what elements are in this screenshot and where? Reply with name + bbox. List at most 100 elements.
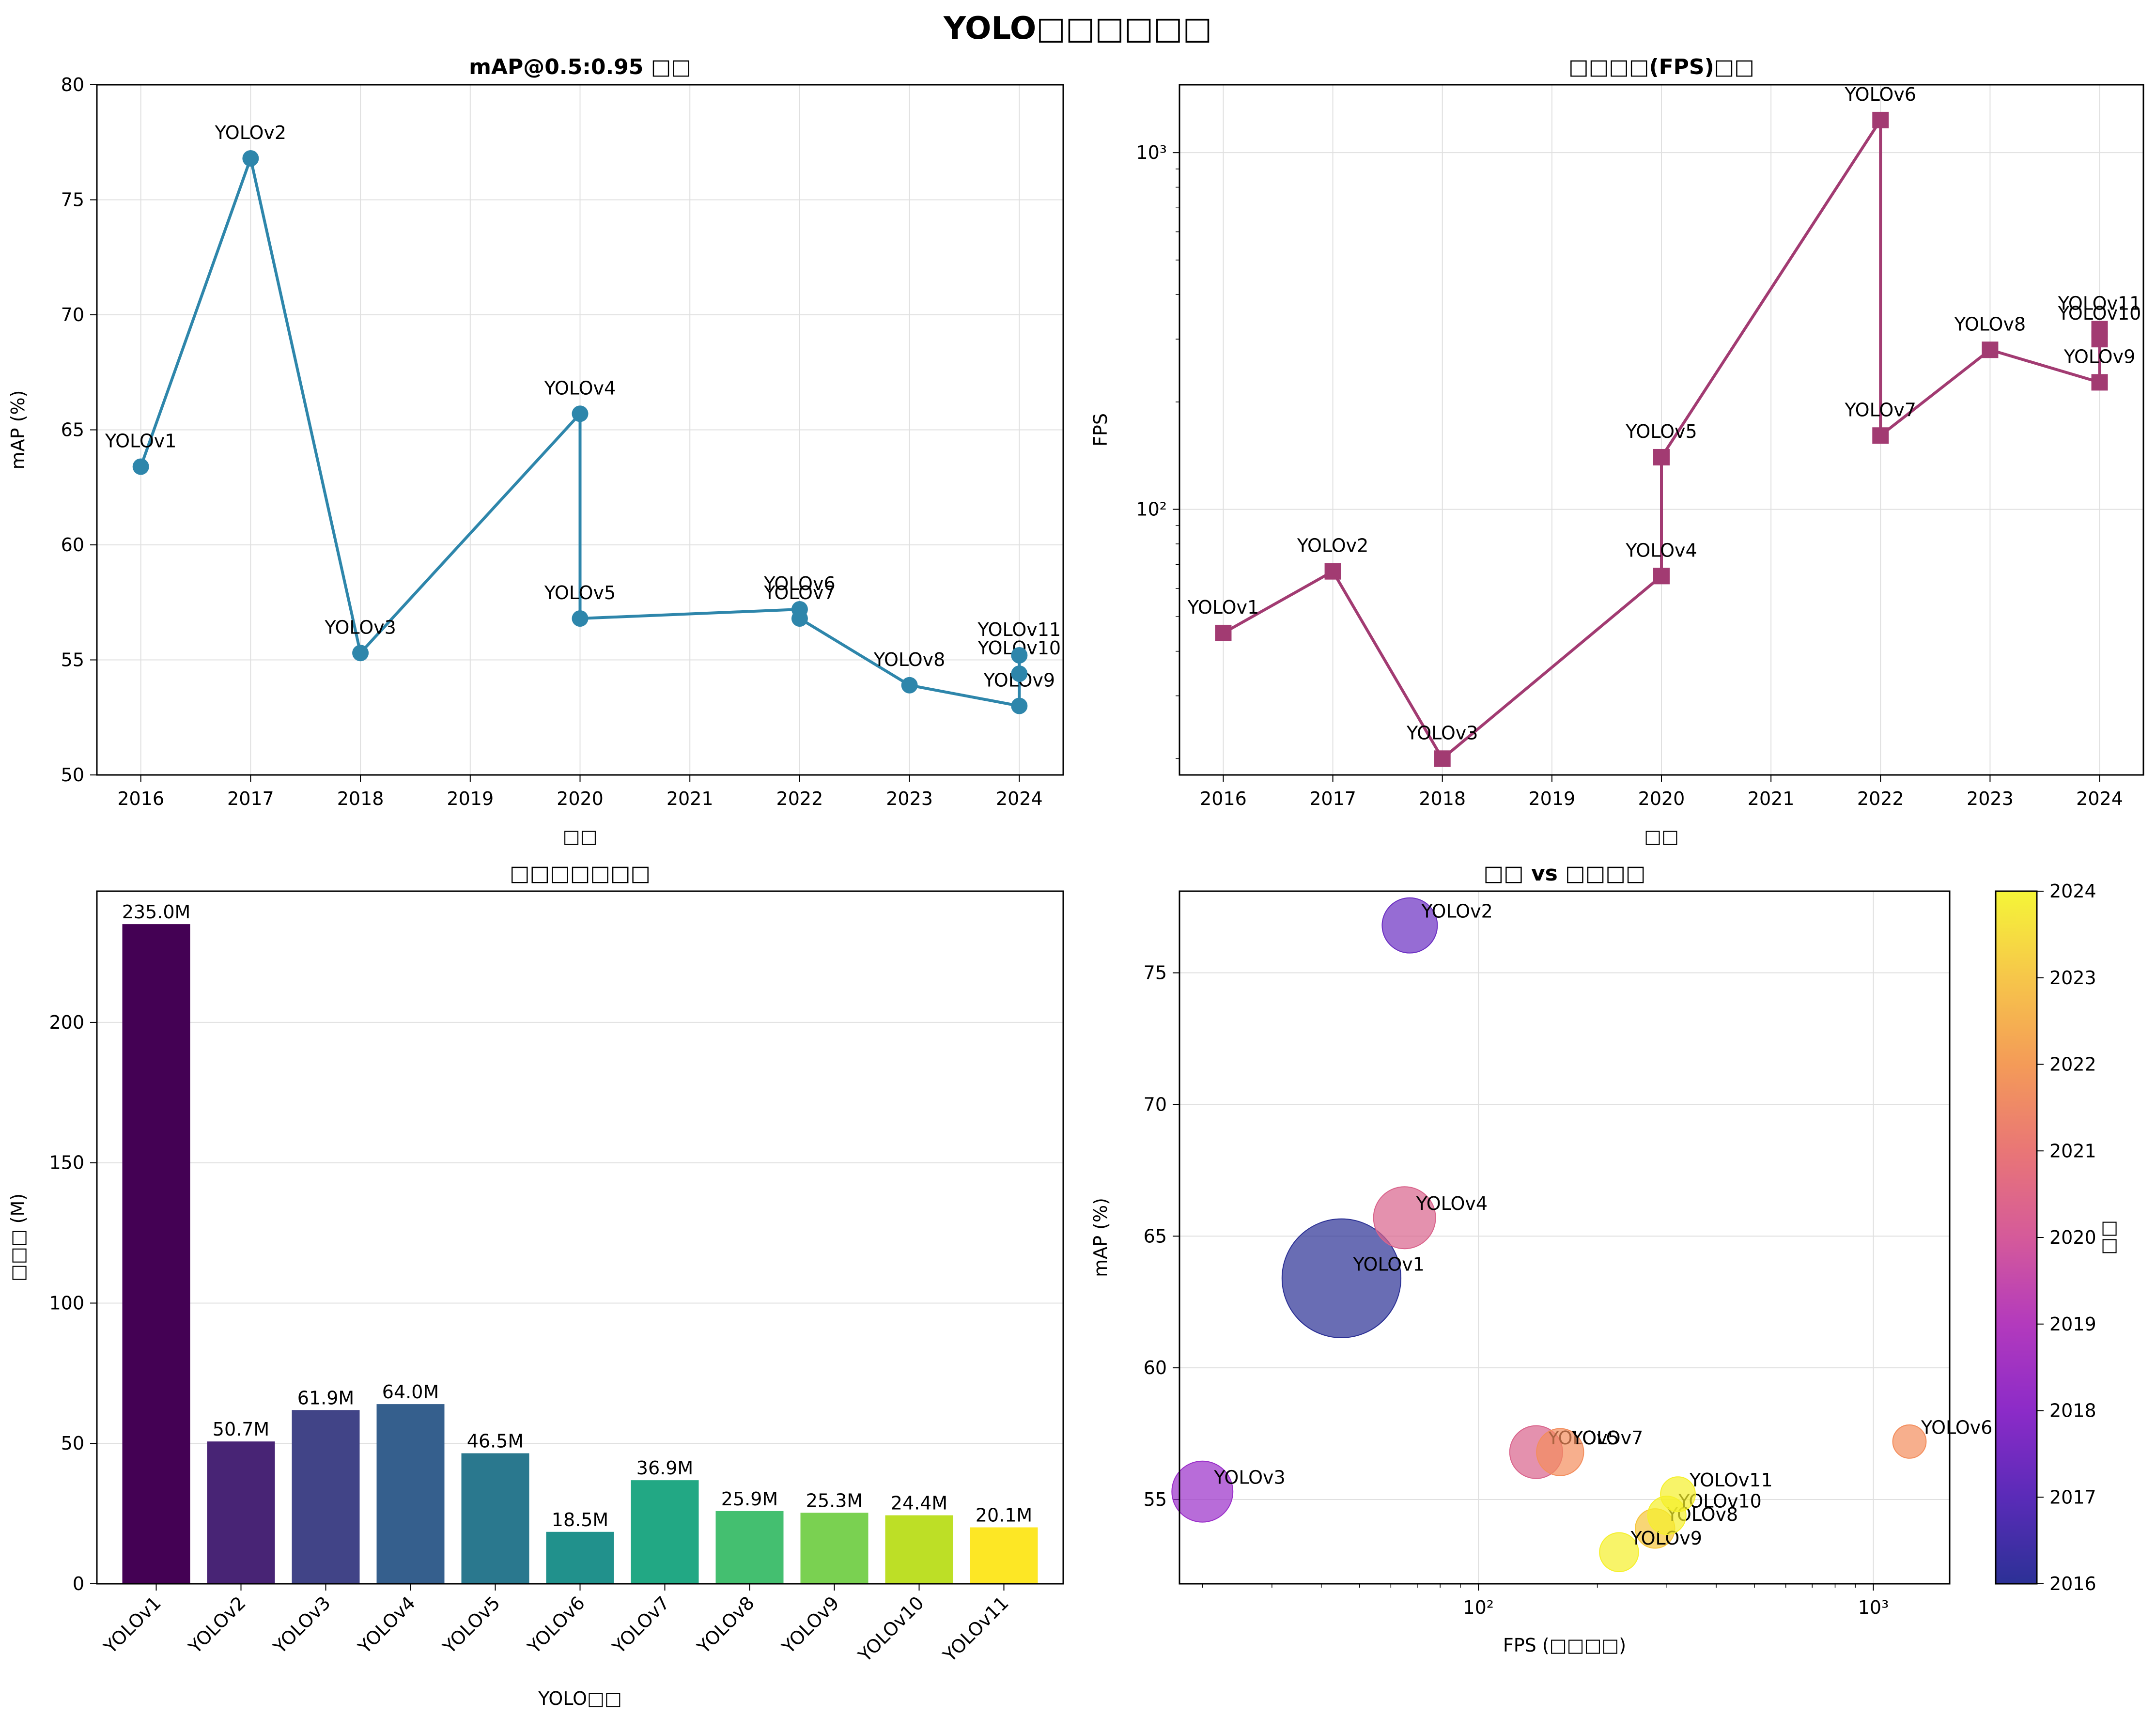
- point-label-yolov7: YOLOv7: [763, 582, 835, 603]
- data-point-yolov8: [901, 677, 918, 694]
- data-point-yolov4: [572, 405, 589, 422]
- x-tick-label: 2019: [1529, 788, 1576, 809]
- plot-frame: [1179, 890, 1951, 1585]
- colorbar-tick-label: 2022: [2049, 1054, 2096, 1075]
- data-point-yolov1: [1215, 624, 1232, 641]
- data-point-yolov7: [1872, 427, 1889, 444]
- colorbar-tick-label: 2024: [2049, 881, 2096, 902]
- colorbar: [1995, 890, 2038, 1585]
- x-tick-label: YOLOv8: [693, 1592, 759, 1658]
- y-tick-label: 150: [49, 1152, 84, 1174]
- scatter-label-yolov1: YOLOv1: [1352, 1253, 1424, 1275]
- y-tick-label: 70: [61, 304, 84, 325]
- bar-value-label: 50.7M: [213, 1419, 269, 1440]
- x-tick-label: 2022: [1857, 788, 1904, 809]
- x-tick-label: YOLOv2: [184, 1592, 250, 1658]
- point-label-yolov5: YOLOv5: [1625, 421, 1697, 442]
- x-axis-label: □□: [563, 826, 598, 847]
- data-point-yolov6: [1872, 111, 1889, 128]
- data-point-yolov1: [132, 458, 149, 475]
- y-axis-label: □□□ (M): [7, 1193, 29, 1282]
- scatter-label-yolov4: YOLOv4: [1416, 1193, 1488, 1214]
- x-tick-label: YOLOv7: [608, 1592, 674, 1658]
- scatter-point-yolov7: [1536, 1428, 1584, 1476]
- subplot-map-trend: 2016 2017 2018 2019 2020 2021 2022 2023 2024 50 55…: [7, 55, 1064, 847]
- point-label-yolov3: YOLOv3: [324, 617, 396, 638]
- y-tick-label: 0: [73, 1573, 84, 1594]
- subplot-title: □□ vs □□□□: [1484, 861, 1646, 886]
- scatter-point-yolov9: [1599, 1532, 1639, 1572]
- x-tick-label: 2024: [2076, 788, 2123, 809]
- x-tick-label: 2016: [1200, 788, 1247, 809]
- bar-yolov8: [715, 1511, 784, 1584]
- point-label-yolov1: YOLOv1: [1187, 597, 1259, 618]
- bar-value-label: 46.5M: [467, 1431, 524, 1452]
- y-tick-label: 55: [61, 649, 84, 671]
- x-tick-label: 2016: [117, 788, 164, 809]
- point-label-yolov6: YOLOv6: [1845, 84, 1916, 105]
- subplot-title: □□□□(FPS)□□: [1568, 55, 1754, 79]
- y-axis-label: FPS: [1090, 413, 1111, 447]
- point-label-yolov8: YOLOv8: [873, 649, 945, 670]
- x-tick-label: YOLOv9: [777, 1592, 843, 1658]
- point-label-yolov6: YOLOv6: [763, 573, 835, 594]
- data-point-yolov11: [2091, 321, 2108, 338]
- colorbar-tick-label: 2016: [2049, 1573, 2096, 1594]
- bar-value-label: 18.5M: [552, 1509, 608, 1530]
- x-tick-label: 2023: [1967, 788, 2014, 809]
- scatter-label-yolov7: YOLOv7: [1571, 1427, 1643, 1449]
- x-tick-label: 2020: [557, 788, 604, 809]
- data-point-yolov5: [572, 610, 589, 627]
- point-label-yolov10: YOLOv10: [2058, 303, 2141, 324]
- y-tick-label: 75: [61, 189, 84, 211]
- scatter-label-yolov11: YOLOv11: [1689, 1469, 1773, 1491]
- point-label-yolov2: YOLOv2: [1297, 535, 1368, 557]
- data-point-yolov3: [352, 645, 369, 662]
- data-point-yolov2: [1324, 563, 1341, 580]
- point-label-yolov4: YOLOv4: [1625, 540, 1697, 561]
- x-tick-label: 2021: [667, 788, 713, 809]
- bar-value-label: 36.9M: [636, 1457, 693, 1479]
- bar-value-label: 20.1M: [976, 1505, 1032, 1526]
- x-tick-label: 2017: [227, 788, 274, 809]
- y-tick-label: 75: [1144, 962, 1167, 984]
- scatter-point-yolov11: [1660, 1476, 1696, 1512]
- point-label-yolov7: YOLOv7: [1845, 399, 1916, 420]
- subplot-fps-vs-map-scatter: 10² 10³ 55 60 65 70 75 YOLOv1 YOLOv2 YOLOv3 YOLOv4…: [1090, 861, 2119, 1656]
- y-tick-label: 70: [1144, 1094, 1167, 1115]
- x-tick-label: YOLOv3: [269, 1592, 335, 1658]
- x-tick-label: 2018: [1419, 788, 1466, 809]
- x-axis-label: □□: [1644, 826, 1679, 847]
- x-tick-label: 2024: [996, 788, 1043, 809]
- colorbar-label: □□: [2097, 1220, 2119, 1255]
- y-tick-label: 50: [61, 1433, 84, 1454]
- x-tick-label: YOLOv11: [939, 1592, 1013, 1666]
- plot-frame: [1179, 84, 2144, 776]
- data-point-yolov10: [1011, 665, 1028, 682]
- bar-value-label: 25.3M: [806, 1490, 863, 1511]
- y-tick-label: 100: [49, 1292, 84, 1314]
- y-tick-label: 65: [61, 419, 84, 441]
- y-tick-label: 10²: [1136, 499, 1167, 520]
- y-tick-label: 65: [1144, 1225, 1167, 1247]
- colorbar-tick-label: 2017: [2049, 1486, 2096, 1508]
- scatter-label-yolov2: YOLOv2: [1421, 901, 1492, 922]
- data-point-yolov8: [1982, 341, 1999, 358]
- data-point-yolov9: [2091, 374, 2108, 391]
- x-tick-label: YOLOv4: [354, 1592, 419, 1658]
- subplot-title: □□□□□□□: [510, 861, 651, 886]
- subplot-params-bar: 0 50 100 150 200 235.0M YOLOv1 50.7M YOLOv2 61.9M…: [7, 861, 1064, 1709]
- point-label-yolov1: YOLOv1: [105, 431, 176, 452]
- bar-yolov2: [207, 1441, 275, 1584]
- plot-frame: [96, 84, 1064, 776]
- data-point-yolov2: [242, 150, 259, 167]
- y-axis-label: mAP (%): [7, 390, 29, 470]
- plot-frame: [96, 890, 1064, 1585]
- bar-yolov11: [970, 1527, 1038, 1584]
- bar-value-label: 24.4M: [891, 1493, 947, 1514]
- bar-yolov1: [122, 924, 190, 1584]
- x-tick-label: 10³: [1858, 1597, 1889, 1618]
- subplot-title: mAP@0.5:0.95 □□: [469, 55, 691, 79]
- point-label-yolov4: YOLOv4: [544, 377, 616, 399]
- x-tick-label: 2022: [776, 788, 823, 809]
